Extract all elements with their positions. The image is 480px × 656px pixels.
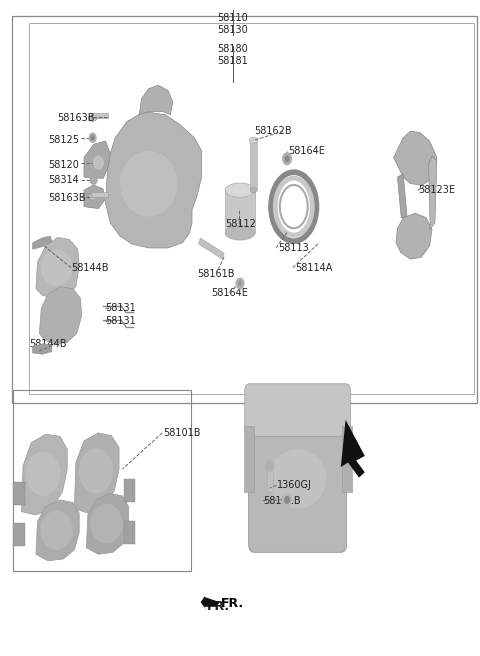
Bar bbox=[250, 141, 257, 190]
Ellipse shape bbox=[249, 137, 258, 144]
Circle shape bbox=[283, 153, 291, 165]
Polygon shape bbox=[39, 287, 82, 344]
Ellipse shape bbox=[120, 151, 178, 216]
Circle shape bbox=[285, 497, 289, 503]
Circle shape bbox=[91, 136, 94, 140]
Polygon shape bbox=[397, 174, 407, 218]
Polygon shape bbox=[341, 420, 365, 478]
Bar bbox=[267, 466, 273, 492]
Ellipse shape bbox=[79, 449, 113, 493]
Text: 58131: 58131 bbox=[106, 316, 136, 327]
Polygon shape bbox=[84, 185, 105, 209]
Ellipse shape bbox=[90, 504, 123, 543]
Text: 1360GJ: 1360GJ bbox=[277, 480, 312, 491]
Bar bbox=[225, 190, 255, 233]
Polygon shape bbox=[36, 500, 79, 561]
Text: 58123E: 58123E bbox=[419, 185, 456, 195]
Text: 58161B: 58161B bbox=[197, 269, 234, 279]
Text: 58162B: 58162B bbox=[254, 126, 292, 136]
Polygon shape bbox=[394, 131, 437, 185]
Text: 58180
58181: 58180 58181 bbox=[217, 44, 248, 66]
Polygon shape bbox=[86, 493, 129, 554]
Bar bbox=[124, 521, 135, 544]
Polygon shape bbox=[33, 236, 52, 249]
Polygon shape bbox=[429, 156, 437, 230]
Circle shape bbox=[94, 156, 103, 169]
Text: 58164E: 58164E bbox=[211, 287, 248, 298]
Bar bbox=[198, 238, 224, 259]
Bar bbox=[124, 479, 135, 502]
Text: 58101B: 58101B bbox=[163, 428, 201, 438]
Text: 58112: 58112 bbox=[226, 219, 256, 230]
Text: 58164E: 58164E bbox=[288, 146, 325, 156]
Polygon shape bbox=[33, 344, 52, 354]
Ellipse shape bbox=[250, 188, 257, 193]
Text: 58163B: 58163B bbox=[58, 113, 95, 123]
Text: 58144B: 58144B bbox=[71, 262, 108, 273]
Bar bbox=[13, 523, 25, 546]
Text: 58163B: 58163B bbox=[48, 193, 85, 203]
Polygon shape bbox=[84, 141, 110, 178]
Ellipse shape bbox=[88, 194, 97, 200]
Ellipse shape bbox=[41, 249, 72, 286]
Polygon shape bbox=[36, 237, 79, 298]
Ellipse shape bbox=[88, 115, 97, 121]
Text: 58113: 58113 bbox=[278, 243, 309, 253]
Polygon shape bbox=[201, 594, 220, 610]
FancyBboxPatch shape bbox=[245, 384, 350, 436]
Polygon shape bbox=[139, 85, 173, 115]
Bar bbox=[342, 426, 352, 492]
Circle shape bbox=[266, 461, 274, 471]
Circle shape bbox=[89, 133, 96, 142]
Text: 58110
58130: 58110 58130 bbox=[217, 13, 248, 35]
Circle shape bbox=[236, 278, 244, 289]
Text: 58120: 58120 bbox=[48, 160, 79, 171]
Bar bbox=[91, 192, 108, 197]
Circle shape bbox=[90, 175, 97, 184]
Circle shape bbox=[239, 281, 241, 285]
Text: 58114A: 58114A bbox=[295, 262, 333, 273]
Polygon shape bbox=[22, 434, 67, 515]
Bar bbox=[12, 16, 477, 403]
Bar bbox=[29, 23, 474, 394]
FancyBboxPatch shape bbox=[249, 412, 347, 552]
Circle shape bbox=[285, 156, 289, 161]
Polygon shape bbox=[396, 213, 432, 259]
Bar bbox=[13, 482, 25, 505]
Circle shape bbox=[282, 493, 292, 506]
Bar bbox=[244, 426, 254, 492]
Ellipse shape bbox=[269, 449, 326, 508]
Text: 58314: 58314 bbox=[48, 174, 79, 185]
Text: FR.: FR. bbox=[206, 600, 229, 613]
Text: 58125: 58125 bbox=[48, 135, 79, 146]
Polygon shape bbox=[106, 112, 202, 248]
Ellipse shape bbox=[40, 510, 73, 550]
Ellipse shape bbox=[225, 183, 255, 197]
Bar bbox=[91, 113, 108, 118]
Ellipse shape bbox=[225, 226, 255, 240]
Ellipse shape bbox=[26, 451, 60, 496]
Text: 58144B: 58144B bbox=[29, 338, 66, 349]
Bar bbox=[13, 390, 191, 571]
Text: 58151B: 58151B bbox=[263, 495, 300, 506]
Text: 58131: 58131 bbox=[106, 303, 136, 314]
Polygon shape bbox=[74, 433, 119, 513]
Text: FR.: FR. bbox=[221, 597, 244, 610]
